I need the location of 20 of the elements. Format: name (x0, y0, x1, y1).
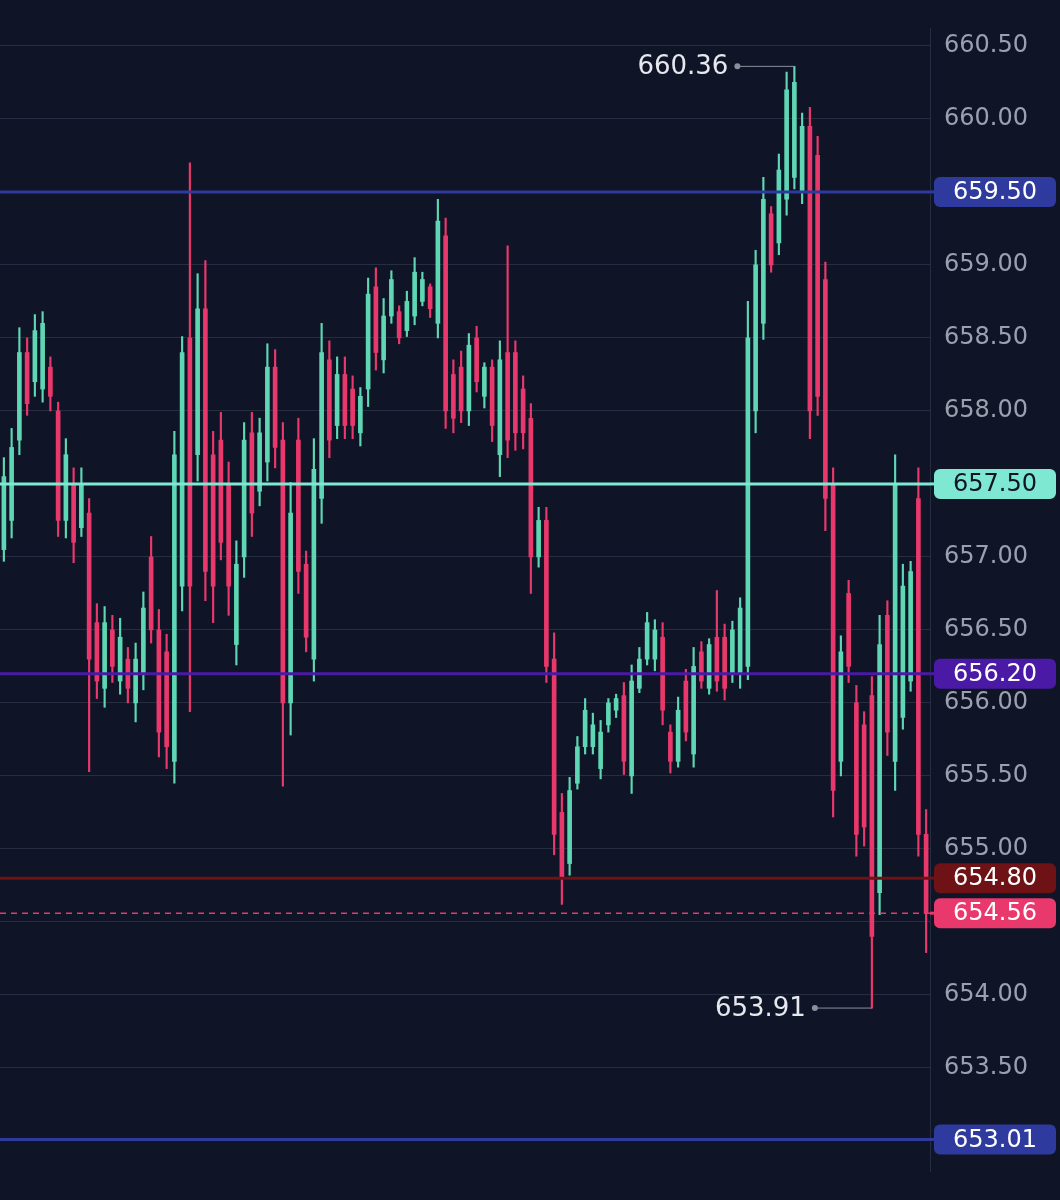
y-tick-label: 659.00 (944, 249, 1028, 278)
y-tick-label: 660.50 (944, 30, 1028, 59)
y-tick-label: 655.50 (944, 760, 1028, 789)
y-tick-label: 657.00 (944, 541, 1028, 570)
y-tick-label: 658.00 (944, 395, 1028, 424)
y-tick-label: 653.50 (944, 1052, 1028, 1081)
ref-line-label: 654.56 (953, 898, 1037, 927)
annotation: 653.91 (714, 991, 806, 1022)
y-tick-label: 656.50 (944, 614, 1028, 643)
ref-line-label: 653.01 (953, 1124, 1037, 1153)
y-tick-label: 658.50 (944, 322, 1028, 351)
ref-line-label: 654.80 (953, 863, 1037, 892)
y-tick-label: 656.00 (944, 687, 1028, 716)
y-tick-label: 655.00 (944, 833, 1028, 862)
ref-line-label: 656.20 (953, 658, 1037, 687)
ref-line-label: 659.50 (953, 177, 1037, 206)
ref-line-label: 657.50 (953, 469, 1037, 498)
annotation: 660.36 (637, 50, 729, 81)
y-tick-label: 654.00 (944, 979, 1028, 1008)
y-tick-label: 660.00 (944, 103, 1028, 132)
